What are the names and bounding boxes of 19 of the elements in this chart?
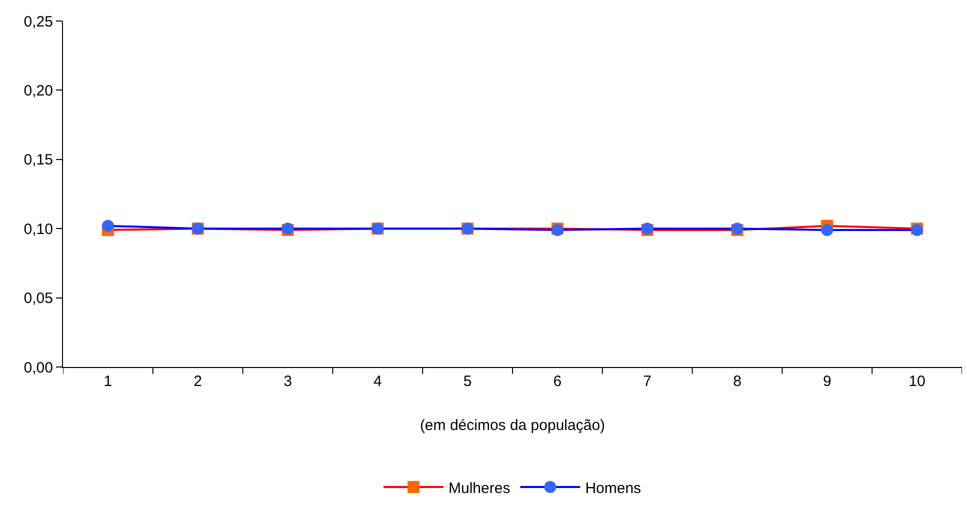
x-tick-label: 3	[284, 373, 292, 390]
x-tick-label: 10	[908, 373, 926, 390]
x-tick-label: 6	[553, 373, 562, 390]
x-tick-label: 4	[373, 373, 382, 390]
y-tick-label: 0,20	[24, 82, 53, 100]
y-tick-label: 0,10	[24, 220, 53, 238]
x-tick-label: 2	[194, 373, 202, 390]
y-tick-label: 0,00	[24, 359, 53, 376]
x-tick-label: 7	[643, 373, 652, 390]
x-tick-label: 8	[733, 373, 742, 390]
x-tick-label: 9	[822, 373, 832, 390]
legend-label: Mulheres	[448, 480, 510, 497]
x-axis-title: (em décimos da população)	[420, 417, 606, 434]
x-tick-label: 5	[463, 373, 472, 390]
y-tick-label: 0,15	[24, 152, 53, 169]
legend-label: Homens	[585, 480, 642, 497]
x-tick-label: 1	[104, 373, 112, 390]
y-tick-label: 0,25	[24, 13, 53, 30]
y-tick-label: 0,05	[24, 290, 53, 308]
